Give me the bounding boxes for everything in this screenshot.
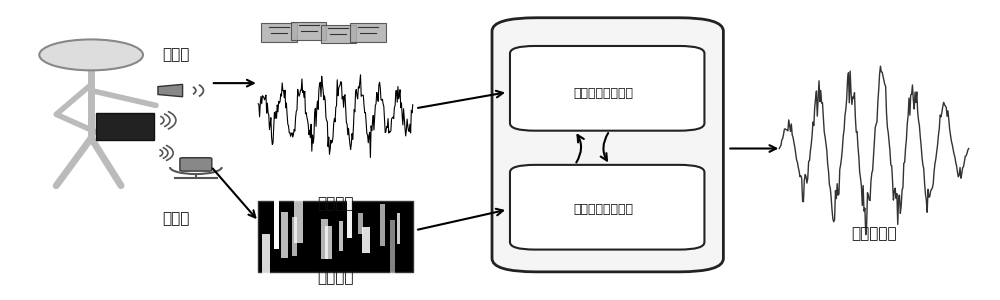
Bar [96,113,154,140]
Text: 深度复数神经网络: 深度复数神经网络 [574,87,634,100]
Bar [362,227,370,253]
Polygon shape [158,84,183,97]
Bar [281,212,288,258]
Bar [347,196,352,238]
Bar [325,226,332,259]
FancyBboxPatch shape [180,158,212,171]
Bar [292,218,297,256]
Bar [262,233,270,274]
Bar [380,203,385,246]
Bar [261,23,297,41]
FancyBboxPatch shape [510,165,704,250]
Text: 带噪语音: 带噪语音 [317,196,354,211]
FancyBboxPatch shape [510,46,704,131]
Text: 深度复数神经网络: 深度复数神经网络 [574,203,634,216]
Bar [358,213,363,233]
Bar [291,22,326,40]
Circle shape [39,39,143,70]
Bar [321,219,328,260]
Bar [294,189,303,243]
Text: 超声特征: 超声特征 [317,270,354,285]
Bar [390,220,395,277]
Text: 增强后语音: 增强后语音 [851,226,897,241]
Text: 扬声器: 扬声器 [162,47,190,62]
Text: 麦克风: 麦克风 [162,211,190,226]
Bar [339,221,343,251]
Bar [350,23,386,41]
FancyBboxPatch shape [492,18,723,272]
Bar [258,200,413,272]
Bar [397,213,400,244]
Bar [274,200,279,249]
Bar [320,25,356,43]
